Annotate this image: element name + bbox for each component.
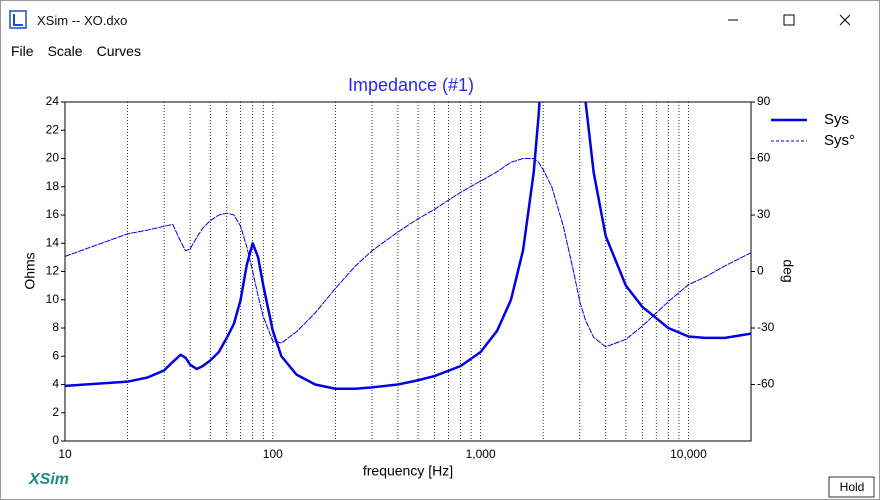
x-tick-label: 10 [58, 447, 72, 461]
maximize-button[interactable] [783, 14, 795, 26]
y-tick-label: 10 [46, 292, 60, 306]
brand: XSim [28, 471, 69, 488]
y-tick-label: 20 [46, 151, 60, 165]
hold-button-label[interactable]: Hold [840, 480, 865, 494]
close-button[interactable] [839, 14, 851, 26]
x-tick-label: 100 [263, 447, 283, 461]
menu-bar: File Scale Curves [1, 39, 879, 63]
y-tick-label: 2 [52, 405, 59, 419]
x-tick-label: 10,000 [670, 447, 707, 461]
chart-title: Impedance (#1) [348, 75, 474, 95]
y2-tick-label: 90 [757, 94, 771, 108]
y2-axis-label: deg [780, 259, 796, 282]
x-tick-label: 1,000 [466, 447, 496, 461]
series-line [65, 158, 751, 348]
y-axis-label: Ohms [22, 252, 38, 289]
x-axis-label: frequency [Hz] [363, 463, 453, 479]
y-tick-label: 0 [52, 433, 59, 447]
y-tick-label: 22 [46, 122, 60, 136]
y-tick-label: 18 [46, 179, 60, 193]
menu-item[interactable]: Scale [47, 43, 83, 59]
chart: Impedance (#1)10 100 1,000 10,0000246810121… [22, 75, 875, 498]
plot-frame [64, 101, 752, 442]
y2-tick-label: -30 [757, 320, 775, 334]
legend-label: Sys° [824, 132, 855, 149]
y-tick-label: 24 [46, 94, 60, 108]
y2-tick-label: 30 [757, 207, 771, 221]
menu-item[interactable]: File [11, 43, 34, 59]
series-line [65, 102, 751, 390]
y-tick-label: 8 [52, 320, 59, 334]
y-tick-label: 14 [46, 235, 60, 249]
y-tick-label: 4 [52, 377, 59, 391]
y-tick-label: 16 [46, 207, 60, 221]
app-icon [9, 10, 27, 29]
menu-item[interactable]: Curves [96, 43, 141, 59]
title-bar: XSim -- XO.dxo [1, 1, 879, 39]
hold-button[interactable] [828, 476, 875, 498]
window-title: XSim -- XO.dxo [37, 12, 128, 28]
y2-tick-label: -60 [757, 377, 775, 391]
y2-tick-label: 60 [757, 151, 771, 165]
y2-tick-label: 0 [757, 264, 764, 278]
y-tick-label: 6 [52, 348, 59, 362]
window-controls[interactable] [699, 1, 879, 39]
legend-label: Sys [824, 111, 849, 128]
y-tick-label: 12 [46, 264, 60, 278]
